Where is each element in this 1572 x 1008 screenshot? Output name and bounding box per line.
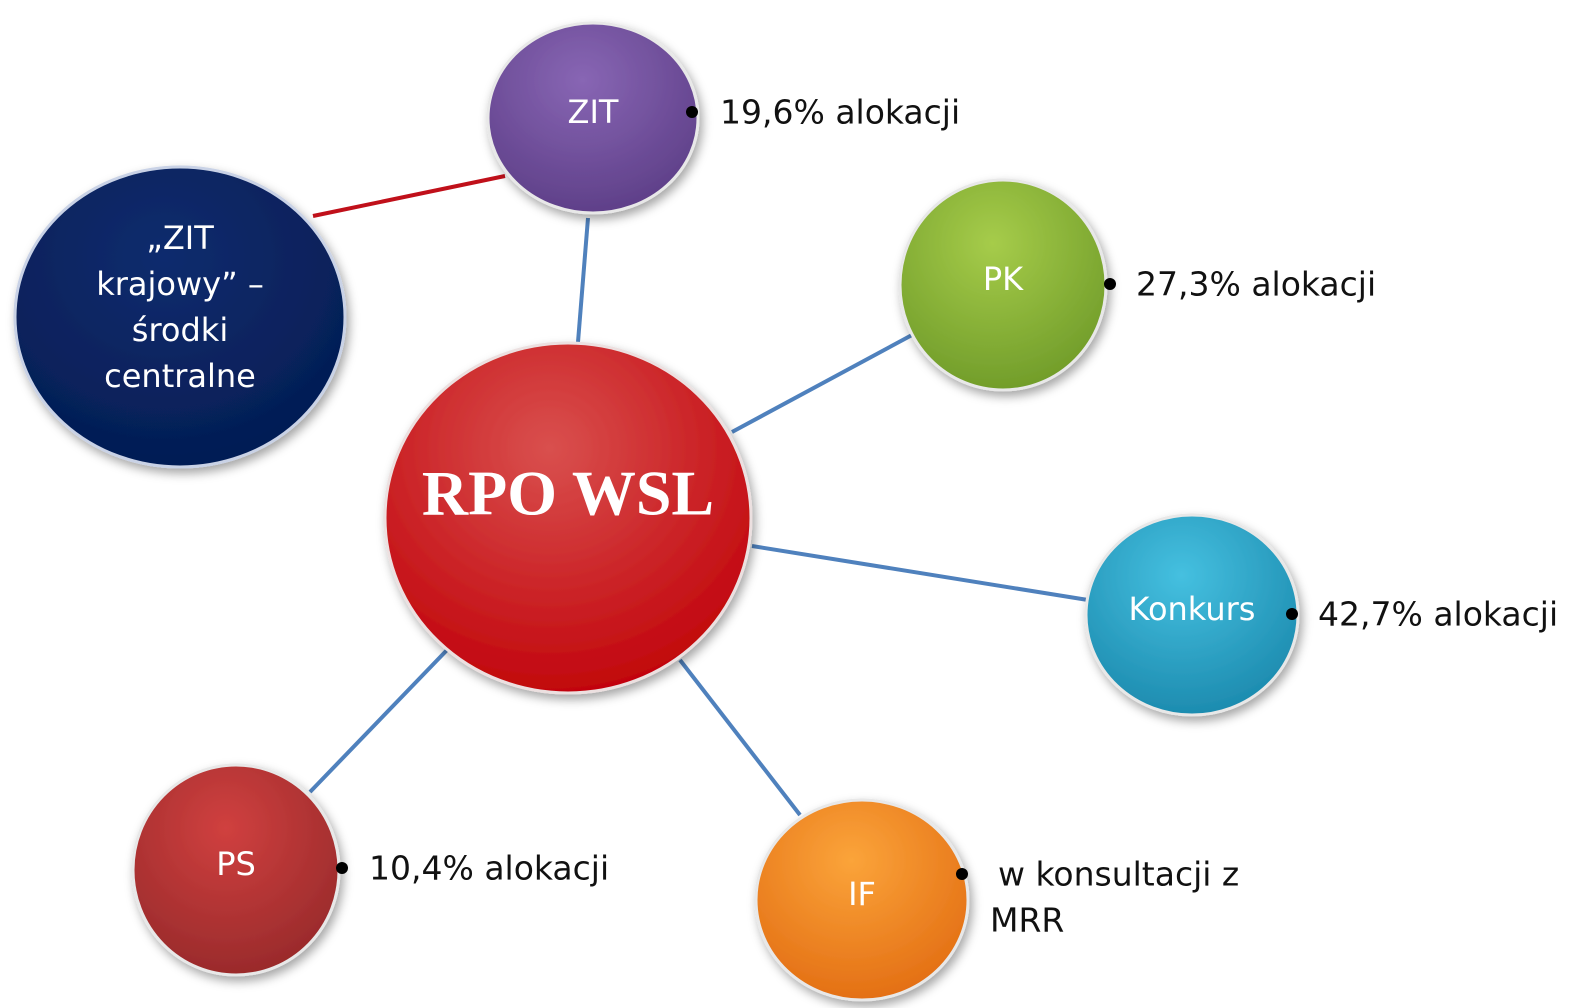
bullet — [686, 106, 698, 118]
bullet — [336, 862, 348, 874]
node-label: PK — [983, 260, 1024, 298]
bullet — [1286, 608, 1298, 620]
connector — [751, 544, 1089, 602]
external-label: środki — [132, 311, 228, 349]
node-label: Konkurs — [1129, 590, 1256, 628]
external-label: „ZIT — [146, 219, 214, 257]
connector — [312, 174, 506, 218]
node — [486, 21, 700, 215]
bullet — [1104, 278, 1116, 290]
center-label: RPO WSL — [422, 458, 714, 529]
connector — [308, 648, 449, 794]
external-label: centralne — [104, 357, 256, 395]
note: w konsultacji z — [998, 855, 1239, 894]
connectors — [308, 174, 1089, 817]
note: MRR — [990, 901, 1064, 940]
external-node — [13, 165, 347, 469]
note: 27,3% alokacji — [1136, 265, 1376, 304]
node-label: IF — [848, 875, 876, 913]
node — [754, 798, 970, 1002]
note: 42,7% alokacji — [1318, 595, 1558, 634]
connector — [678, 658, 802, 817]
note: 10,4% alokacji — [369, 849, 609, 888]
center-node — [383, 341, 753, 695]
connector — [576, 217, 590, 343]
note: 19,6% alokacji — [720, 93, 960, 132]
node-label: PS — [216, 845, 256, 883]
node-label: ZIT — [568, 93, 619, 131]
external-label: krajowy” – — [96, 265, 264, 303]
bullet — [956, 868, 968, 880]
connector — [731, 333, 913, 434]
node — [1084, 513, 1300, 717]
